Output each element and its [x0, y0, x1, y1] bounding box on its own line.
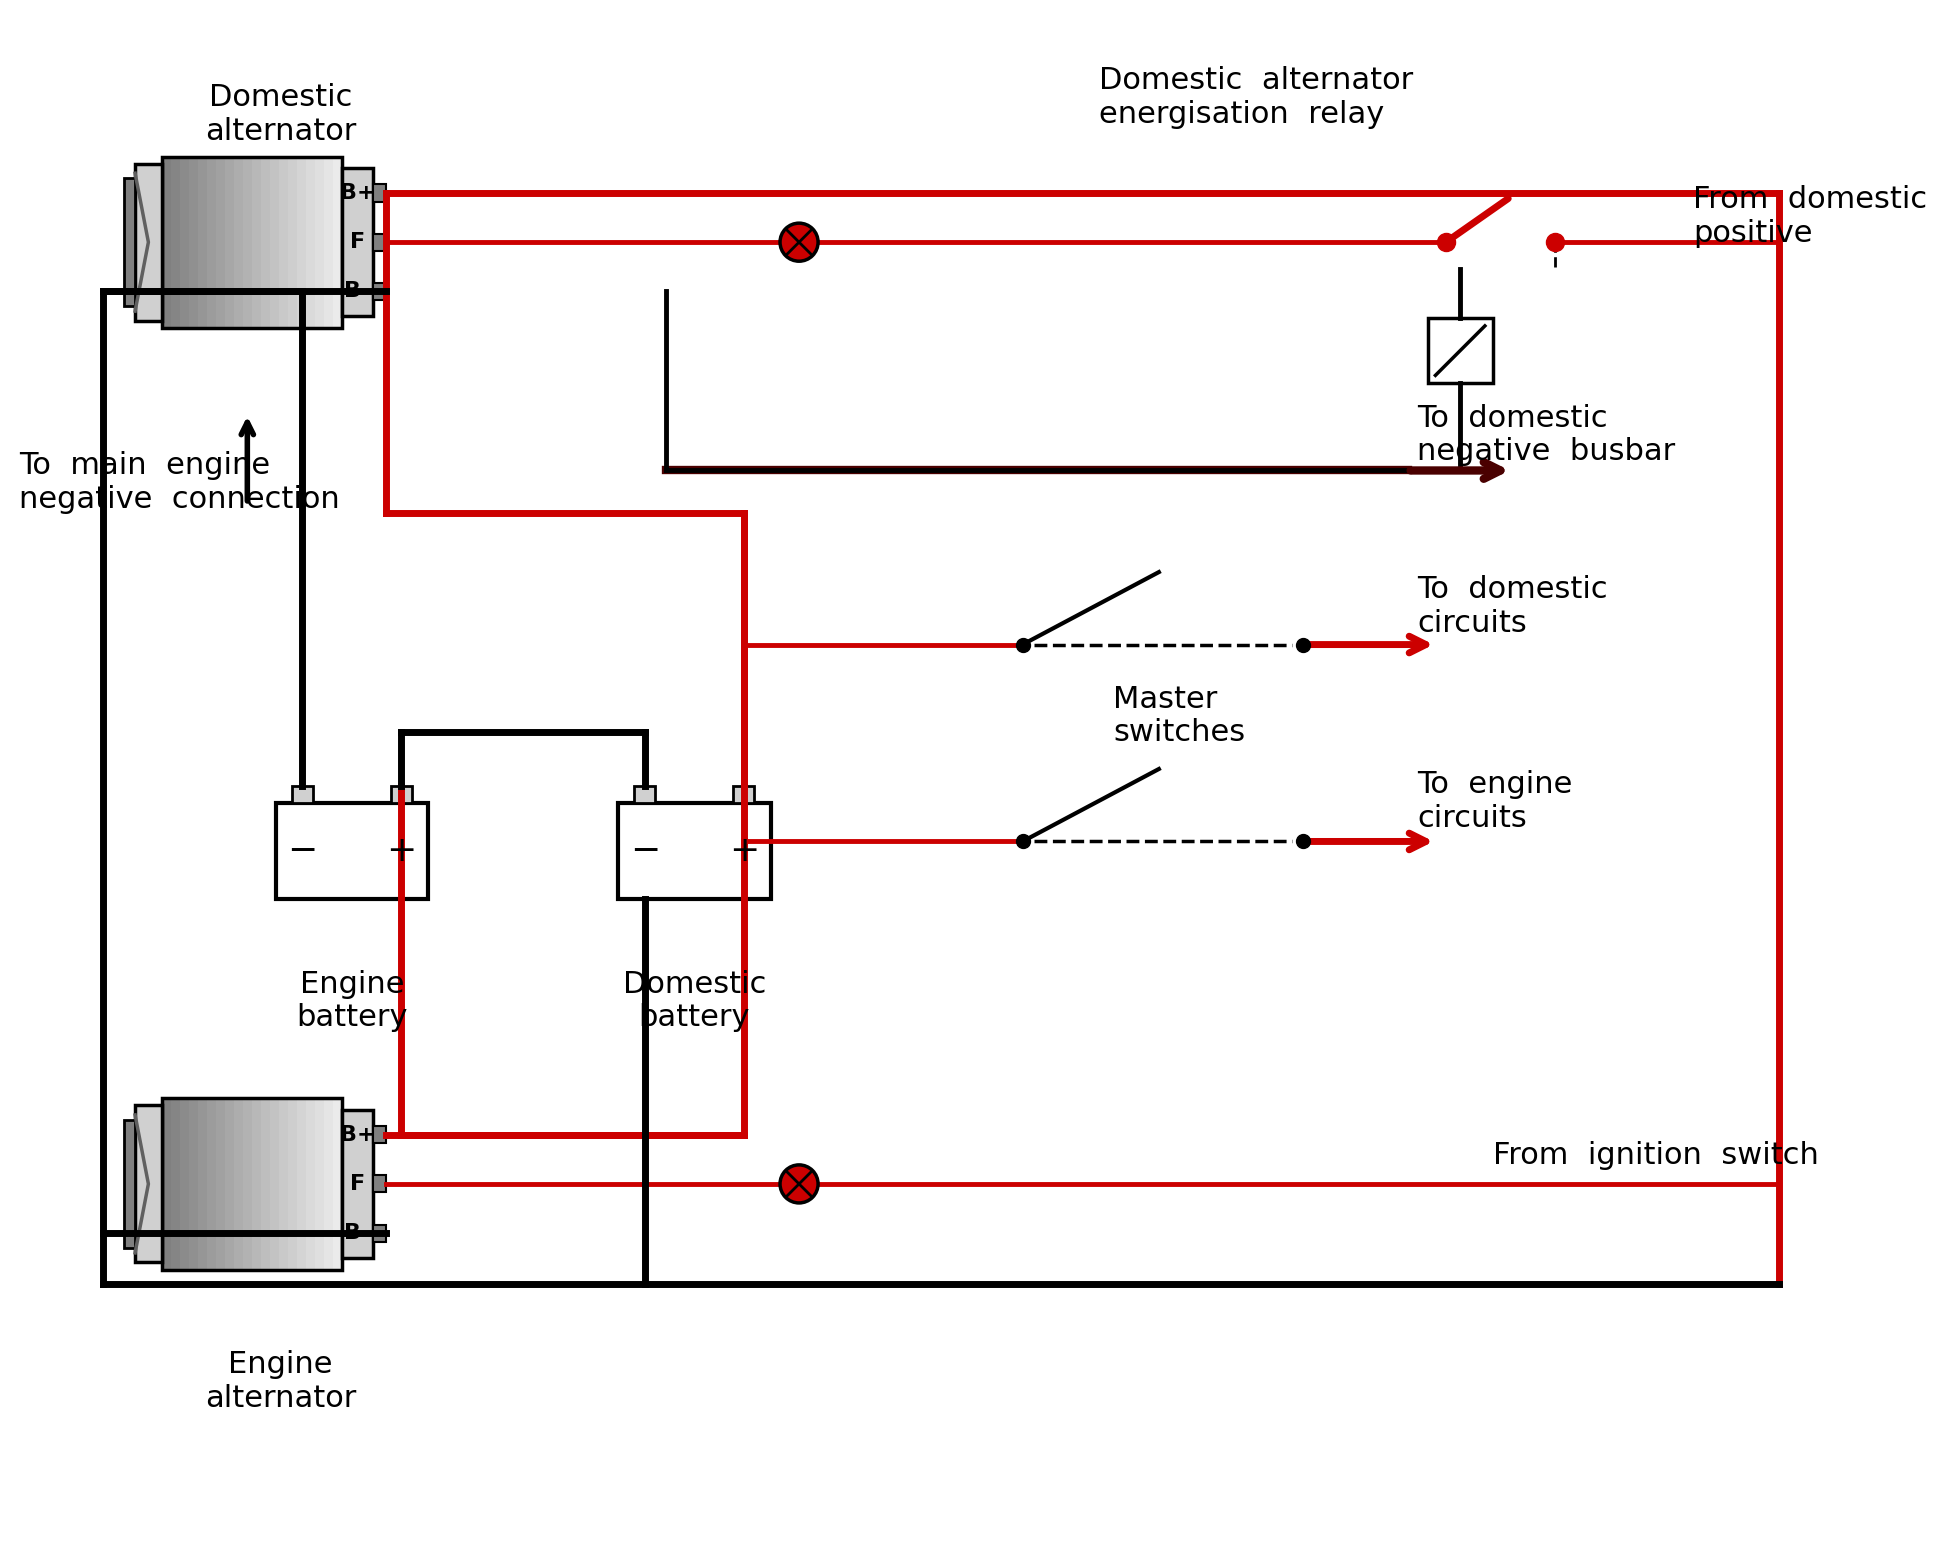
Bar — [170, 1098, 180, 1270]
Bar — [1428, 318, 1493, 383]
Bar — [262, 156, 272, 328]
Bar — [180, 156, 190, 328]
Text: Domestic
alternator: Domestic alternator — [205, 83, 356, 145]
Bar — [162, 156, 342, 328]
Bar — [225, 156, 234, 328]
Text: +: + — [729, 834, 758, 868]
Bar — [373, 1225, 387, 1242]
Bar — [252, 156, 262, 328]
Bar — [252, 1098, 262, 1270]
Text: To  domestic
negative  busbar: To domestic negative busbar — [1417, 403, 1677, 467]
Text: F: F — [350, 1174, 365, 1194]
Bar — [234, 156, 244, 328]
Bar — [207, 1098, 217, 1270]
Text: +: + — [387, 834, 416, 868]
Bar — [242, 1098, 252, 1270]
Text: B-: B- — [344, 281, 371, 301]
Text: −: − — [287, 834, 319, 868]
Bar — [391, 786, 412, 803]
Bar — [289, 1098, 297, 1270]
Bar — [190, 156, 199, 328]
Bar — [289, 156, 297, 328]
Bar — [207, 156, 217, 328]
Bar — [334, 156, 342, 328]
Bar — [297, 1098, 307, 1270]
Bar — [297, 156, 307, 328]
Circle shape — [780, 222, 819, 261]
Bar — [162, 156, 172, 328]
Bar — [324, 156, 334, 328]
Bar — [342, 168, 373, 315]
Bar — [123, 178, 135, 306]
Bar — [373, 184, 387, 201]
Text: Master
switches: Master switches — [1114, 684, 1245, 748]
Text: B+: B+ — [340, 1125, 375, 1145]
Bar — [225, 1098, 234, 1270]
Bar — [307, 1098, 317, 1270]
Bar — [180, 1098, 190, 1270]
Text: Domestic
battery: Domestic battery — [623, 970, 766, 1032]
Text: Domestic  alternator
energisation  relay: Domestic alternator energisation relay — [1098, 66, 1413, 128]
Bar — [190, 1098, 199, 1270]
Bar — [373, 233, 387, 250]
Bar — [217, 156, 225, 328]
Bar — [262, 1098, 272, 1270]
Bar — [123, 1120, 135, 1248]
Bar — [291, 786, 313, 803]
Bar — [162, 1098, 342, 1270]
Bar — [635, 786, 655, 803]
Bar — [135, 164, 162, 321]
Bar — [617, 803, 770, 899]
Bar — [279, 156, 289, 328]
Bar — [733, 786, 754, 803]
Text: F: F — [350, 232, 365, 252]
Bar — [217, 1098, 225, 1270]
Bar — [234, 1098, 244, 1270]
Bar — [342, 1111, 373, 1258]
Bar — [334, 1098, 342, 1270]
Bar — [307, 156, 317, 328]
Text: Engine
battery: Engine battery — [297, 970, 408, 1032]
Bar — [162, 1098, 172, 1270]
Bar — [135, 1105, 162, 1262]
Text: Engine
alternator: Engine alternator — [205, 1350, 356, 1414]
Bar — [170, 156, 180, 328]
Bar — [315, 1098, 324, 1270]
Bar — [373, 1126, 387, 1143]
Text: To  main  engine
negative  connection: To main engine negative connection — [20, 451, 340, 514]
Bar — [270, 156, 279, 328]
Text: B-: B- — [344, 1224, 371, 1244]
Bar — [197, 1098, 207, 1270]
Bar — [279, 1098, 289, 1270]
Bar — [324, 1098, 334, 1270]
Text: −: − — [629, 834, 660, 868]
Bar — [373, 1176, 387, 1193]
Bar — [276, 803, 428, 899]
Bar — [197, 156, 207, 328]
Text: To  engine
circuits: To engine circuits — [1417, 769, 1573, 833]
Text: B+: B+ — [340, 182, 375, 202]
Bar — [242, 156, 252, 328]
Circle shape — [780, 1165, 819, 1204]
Bar — [315, 156, 324, 328]
Bar — [373, 283, 387, 300]
Bar — [270, 1098, 279, 1270]
Text: To  domestic
circuits: To domestic circuits — [1417, 575, 1608, 638]
Text: From  domestic
positive: From domestic positive — [1694, 185, 1927, 247]
Text: From  ignition  switch: From ignition switch — [1493, 1142, 1819, 1170]
